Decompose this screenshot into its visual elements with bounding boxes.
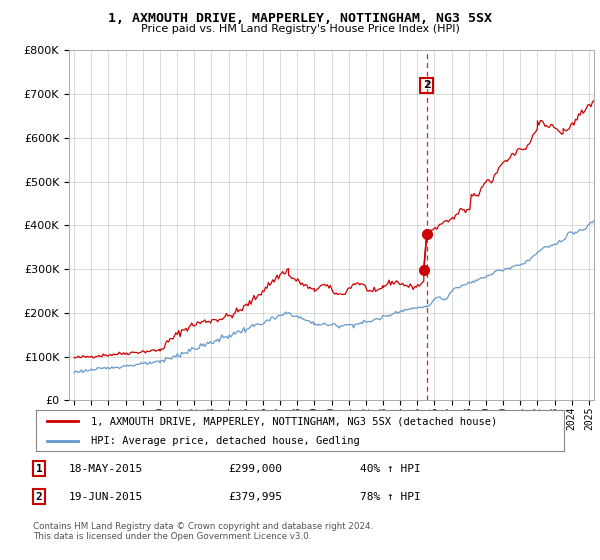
Text: 18-MAY-2015: 18-MAY-2015	[69, 464, 143, 474]
Text: 2: 2	[35, 492, 43, 502]
Text: 1, AXMOUTH DRIVE, MAPPERLEY, NOTTINGHAM, NG3 5SX (detached house): 1, AXMOUTH DRIVE, MAPPERLEY, NOTTINGHAM,…	[91, 417, 497, 426]
Text: Price paid vs. HM Land Registry's House Price Index (HPI): Price paid vs. HM Land Registry's House …	[140, 24, 460, 34]
Text: 40% ↑ HPI: 40% ↑ HPI	[360, 464, 421, 474]
Text: 19-JUN-2015: 19-JUN-2015	[69, 492, 143, 502]
Text: £299,000: £299,000	[228, 464, 282, 474]
Text: 1, AXMOUTH DRIVE, MAPPERLEY, NOTTINGHAM, NG3 5SX: 1, AXMOUTH DRIVE, MAPPERLEY, NOTTINGHAM,…	[108, 12, 492, 25]
Text: Contains HM Land Registry data © Crown copyright and database right 2024.
This d: Contains HM Land Registry data © Crown c…	[33, 522, 373, 542]
Text: £379,995: £379,995	[228, 492, 282, 502]
Text: HPI: Average price, detached house, Gedling: HPI: Average price, detached house, Gedl…	[91, 436, 360, 446]
Text: 1: 1	[35, 464, 43, 474]
Text: 2: 2	[423, 81, 431, 90]
Text: 78% ↑ HPI: 78% ↑ HPI	[360, 492, 421, 502]
